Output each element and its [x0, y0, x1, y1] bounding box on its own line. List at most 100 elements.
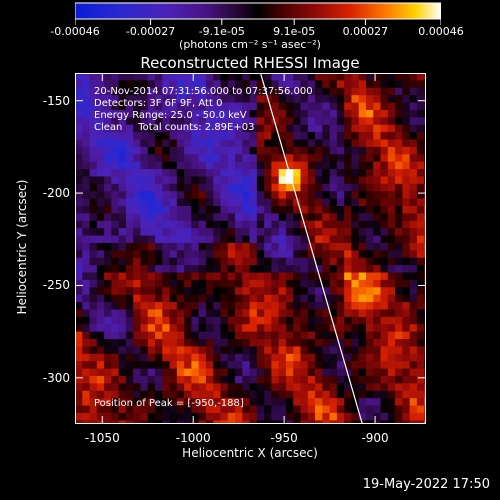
heatmap-cell	[315, 250, 323, 259]
heatmap-cell	[278, 95, 287, 103]
heatmap-cell	[205, 324, 214, 333]
heatmap-cell	[205, 294, 214, 303]
heatmap-cell	[358, 87, 367, 96]
heatmap-cell	[169, 169, 178, 177]
heatmap-cell	[285, 228, 294, 236]
heatmap-cell	[402, 339, 411, 347]
heatmap-cell	[329, 272, 338, 281]
heatmap-cell	[416, 250, 425, 259]
heatmap-cell	[278, 73, 287, 81]
heatmap-cell	[358, 250, 367, 259]
colorbar-tick-label: -0.00027	[125, 25, 176, 38]
heatmap-cell	[358, 294, 367, 303]
heatmap-cell	[300, 265, 309, 273]
heatmap-cell	[329, 198, 338, 207]
heatmap-cell	[140, 228, 149, 236]
heatmap-cell	[227, 272, 236, 281]
heatmap-cell	[220, 405, 229, 414]
heatmap-plot	[75, 73, 426, 424]
heatmap-cell	[351, 87, 360, 96]
heatmap-cell	[256, 191, 265, 200]
heatmap-cell	[344, 272, 352, 281]
heatmap-cell	[322, 242, 331, 251]
heatmap-cell	[409, 124, 418, 133]
heatmap-cell	[169, 80, 178, 89]
heatmap-cell	[380, 316, 389, 325]
heatmap-cell	[249, 383, 258, 392]
heatmap-cell	[271, 176, 280, 185]
heatmap-cell	[249, 279, 258, 288]
heatmap-cell	[285, 390, 294, 399]
colorbar-tickmarks	[75, 19, 441, 25]
heatmap-cell	[402, 169, 411, 177]
heatmap-cell	[242, 161, 250, 170]
heatmap-cell	[416, 279, 425, 288]
heatmap-cell	[278, 250, 287, 259]
heatmap-cell	[82, 198, 90, 207]
heatmap-cell	[89, 316, 98, 325]
heatmap-cell	[329, 183, 338, 192]
heatmap-cell	[133, 87, 141, 96]
heatmap-cell	[184, 265, 192, 273]
heatmap-cell	[111, 80, 120, 89]
heatmap-cell	[373, 324, 381, 333]
heatmap-cell	[162, 346, 170, 355]
heatmap-cell	[118, 368, 127, 377]
heatmap-cell	[395, 198, 403, 207]
heatmap-cell	[402, 176, 411, 185]
heatmap-cell	[118, 302, 127, 310]
heatmap-cell	[125, 287, 134, 296]
heatmap-cell	[387, 331, 396, 340]
heatmap-cell	[147, 265, 156, 273]
heatmap-cell	[351, 309, 360, 318]
heatmap-cell	[205, 353, 214, 362]
heatmap-cell	[140, 331, 149, 340]
heatmap-cell	[300, 398, 309, 406]
heatmap-cell	[300, 302, 309, 310]
heatmap-cell	[387, 257, 396, 266]
heatmap-cell	[235, 272, 243, 281]
heatmap-cell	[176, 206, 185, 214]
heatmap-cell	[111, 73, 120, 81]
heatmap-cell	[271, 206, 280, 214]
heatmap-cell	[387, 383, 396, 392]
heatmap-cell	[264, 220, 272, 229]
heatmap-cell	[387, 176, 396, 185]
heatmap-cell	[358, 109, 367, 118]
heatmap-cell	[344, 176, 352, 185]
heatmap-cell	[235, 390, 243, 399]
heatmap-cell	[227, 265, 236, 273]
heatmap-cell	[293, 117, 301, 126]
heatmap-cell	[235, 339, 243, 347]
heatmap-cell	[344, 139, 352, 148]
heatmap-cell	[213, 368, 221, 377]
heatmap-cell	[169, 265, 178, 273]
heatmap-cell	[213, 272, 221, 281]
heatmap-cell	[198, 191, 207, 200]
heatmap-cell	[365, 183, 374, 192]
heatmap-cell	[271, 220, 280, 229]
heatmap-cell	[293, 316, 301, 325]
heatmap-cell	[315, 235, 323, 244]
heatmap-cell	[358, 309, 367, 318]
heatmap-cell	[256, 154, 265, 163]
heatmap-cell	[293, 242, 301, 251]
heatmap-cell	[205, 235, 214, 244]
heatmap-cell	[169, 124, 178, 133]
heatmap-cell	[111, 412, 120, 421]
heatmap-cell	[322, 375, 331, 384]
heatmap-cell	[402, 102, 411, 111]
heatmap-cell	[82, 412, 90, 421]
heatmap-cell	[293, 169, 301, 177]
heatmap-cell	[155, 331, 163, 340]
heatmap-cell	[96, 161, 105, 170]
heatmap-cell	[315, 95, 323, 103]
heatmap-cell	[184, 412, 192, 421]
heatmap-cell	[104, 95, 112, 103]
heatmap-cell	[191, 124, 200, 133]
heatmap-cell	[249, 235, 258, 244]
heatmap-cell	[220, 169, 229, 177]
heatmap-cell	[409, 361, 418, 369]
heatmap-cell	[75, 102, 83, 111]
heatmap-cell	[89, 294, 98, 303]
